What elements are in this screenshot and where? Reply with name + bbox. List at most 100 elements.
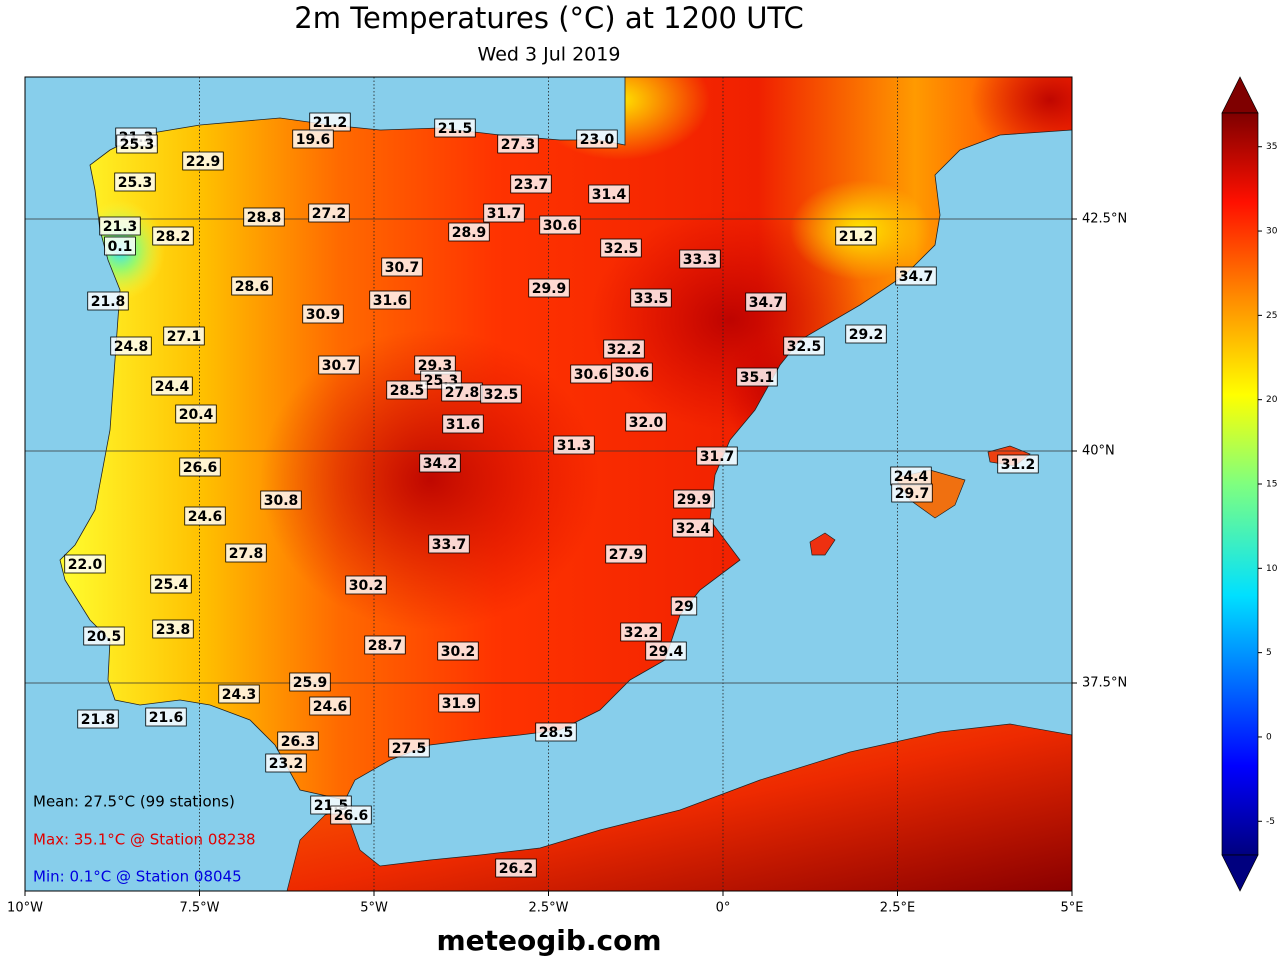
colorbar-tick-label: 15 [1266,480,1277,490]
station-box [630,288,672,308]
station: 27.1 [163,326,205,346]
station-value: 21.8 [81,712,116,728]
station: 29.9 [673,489,715,509]
station-value: 31.7 [487,206,522,222]
station-value: 32.2 [624,625,659,641]
station: 23.7 [510,174,552,194]
station-box [83,626,125,646]
station-value: 27.1 [167,329,202,345]
station-box [603,339,645,359]
station-value: 25.3 [120,137,155,153]
colorbar-tick-label: 5 [1266,648,1272,658]
station: 24.4 [890,466,932,486]
station: 23.8 [152,619,194,639]
station-value: 29 [674,599,693,615]
station: 28.5 [535,722,577,742]
station-value: 30.6 [615,365,650,381]
station-value: 31.6 [373,293,408,309]
station-box [64,554,106,574]
station-box [625,412,667,432]
station: 34.2 [419,453,461,473]
station: 26.6 [330,805,372,825]
station: 25.4 [150,574,192,594]
station: 21.3 [99,216,141,236]
station-value: 31.2 [1001,457,1036,473]
station: 24.6 [309,696,351,716]
station-box [605,544,647,564]
station-box [437,641,479,661]
station-value: 29.9 [677,492,712,508]
station-box [679,249,721,269]
station-box [997,454,1039,474]
station-value: 0.1 [108,239,133,255]
colorbar: -5 0 5 10 15 20 25 30 35 [1221,76,1278,892]
station-box [345,575,387,595]
station: 34.7 [745,292,787,312]
y-tick-label: 40°N [1082,444,1115,459]
station: 30.7 [318,355,360,375]
station: 21.2 [309,112,351,132]
station-box [104,236,136,256]
station-value: 30.7 [322,358,357,374]
station-value: 27.2 [312,206,347,222]
station-box [835,226,877,246]
station-box [292,129,334,149]
station-box [77,709,119,729]
station-value: 31.3 [557,438,592,454]
station: 25.9 [289,672,331,692]
station-value: 28.5 [539,725,574,741]
station-box [428,534,470,554]
station-box [745,292,787,312]
station: 27.3 [497,134,539,154]
station-value: 34.7 [899,269,934,285]
station-value: 30.6 [543,218,578,234]
station-box [673,489,715,509]
station: 27.8 [441,382,483,402]
station-value: 24.8 [114,339,149,355]
station: 31.9 [438,693,480,713]
station: 32.2 [620,622,662,642]
station-value: 19.6 [296,132,331,148]
station-box [364,635,406,655]
station: 28.9 [448,222,490,242]
station: 32.4 [672,518,714,538]
x-tick-label: 5°E [1061,901,1084,916]
title: 2m Temperatures (°C) at 1200 UTC [294,1,803,35]
station: 23.0 [576,129,618,149]
station-box [218,684,260,704]
station-box [495,858,537,878]
station-box [483,203,525,223]
station-box [438,693,480,713]
station: 0.1 [104,236,136,256]
station-box [152,226,194,246]
station: 30.2 [437,641,479,661]
station-box [528,278,570,298]
y-tick-label: 37.5°N [1082,676,1127,691]
station-box [600,238,642,258]
station-value: 26.2 [499,861,534,877]
station-value: 21.2 [839,229,874,245]
station-value: 22.0 [68,557,103,573]
station-value: 31.9 [442,696,477,712]
station-box [845,324,887,344]
station-box [588,184,630,204]
station-box [442,414,484,434]
station-box [576,129,618,149]
station-box [150,574,192,594]
station: 28.5 [386,380,428,400]
station-box [670,596,698,616]
station-value: 23.7 [514,177,549,193]
subtitle: Wed 3 Jul 2019 [478,44,621,66]
station: 28.8 [243,207,285,227]
station-box [243,207,285,227]
station: 21.5 [434,118,476,138]
station-value: 26.6 [183,460,218,476]
station-value: 31.7 [700,449,735,465]
station-box [388,738,430,758]
station-box [87,291,129,311]
station-box [480,384,522,404]
station-box [510,174,552,194]
station: 20.4 [175,404,217,424]
station-box [448,222,490,242]
station-value: 24.4 [894,469,929,485]
